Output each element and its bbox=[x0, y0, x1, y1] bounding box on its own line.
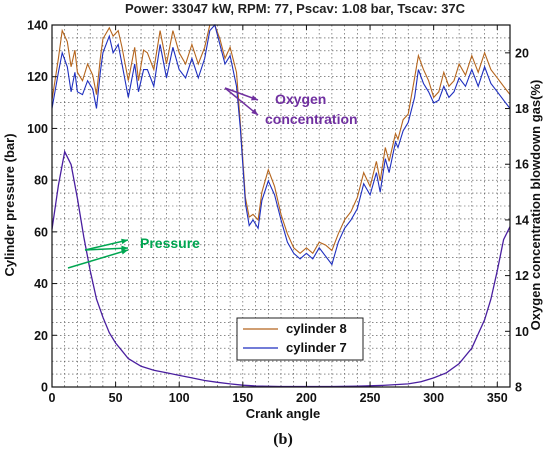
left-y-tick-labels: 0 20 40 60 80 100 120 140 bbox=[27, 19, 48, 395]
left-y-tick-label: 20 bbox=[34, 329, 48, 343]
x-tick-label: 100 bbox=[169, 391, 190, 405]
legend: cylinder 8 cylinder 7 bbox=[236, 317, 364, 361]
x-tick-label: 200 bbox=[296, 391, 317, 405]
x-axis-label: Crank angle bbox=[246, 406, 320, 421]
series-line-cylinder-8 bbox=[51, 24, 511, 255]
x-tick-label: 250 bbox=[360, 391, 381, 405]
series-lines bbox=[51, 23, 511, 388]
oxygen-arrow-lower bbox=[224, 87, 259, 116]
pressure-arrow-lower bbox=[84, 247, 129, 251]
pressure-arrow-low bbox=[67, 249, 129, 269]
axes bbox=[51, 24, 511, 388]
right-y-tick-label: 14 bbox=[515, 213, 529, 227]
left-y-tick-label: 80 bbox=[34, 174, 48, 188]
legend-label-cylinder-8: cylinder 8 bbox=[286, 321, 347, 336]
left-y-tick-label: 140 bbox=[27, 19, 48, 33]
left-y-tick-label: 100 bbox=[27, 122, 48, 136]
left-y-tick-label: 120 bbox=[27, 70, 48, 84]
chart-title: Power: 33047 kW, RPM: 77, Pscav: 1.08 ba… bbox=[125, 1, 466, 16]
left-y-tick-label: 0 bbox=[41, 381, 48, 395]
oxygen-arrow-upper-head bbox=[251, 95, 258, 101]
pressure-arrow-upper-head bbox=[121, 238, 128, 245]
right-y-tick-label: 10 bbox=[515, 325, 529, 339]
right-y-tick-label: 18 bbox=[515, 102, 529, 116]
annotation-arrows bbox=[67, 87, 259, 269]
oxygen-annotation-line1: Oxygen bbox=[275, 91, 326, 107]
x-tick-label: 50 bbox=[109, 391, 123, 405]
left-y-tick-label: 60 bbox=[34, 225, 48, 239]
x-tick-labels: 0 50 100 150 200 250 300 350 bbox=[49, 391, 508, 405]
series-line-cylinder-7 bbox=[51, 23, 511, 266]
pressure-arrow-upper bbox=[84, 239, 129, 251]
right-y-tick-label: 8 bbox=[515, 381, 522, 395]
axes-frame bbox=[51, 24, 511, 388]
figure-sublabel: (b) bbox=[273, 431, 293, 448]
right-y-tick-labels: 8 10 12 14 16 18 20 bbox=[515, 46, 529, 394]
x-tick-label: 0 bbox=[49, 391, 56, 405]
x-tick-label: 350 bbox=[487, 391, 508, 405]
pressure-arrow-low-head bbox=[121, 249, 128, 255]
left-y-axis-label: Cylinder pressure (bar) bbox=[2, 133, 17, 276]
pressure-annotation: Pressure bbox=[140, 235, 200, 251]
right-y-tick-label: 16 bbox=[515, 158, 529, 172]
legend-label-cylinder-7: cylinder 7 bbox=[286, 340, 347, 355]
pressure-line bbox=[51, 149, 511, 388]
left-y-tick-label: 40 bbox=[34, 277, 48, 291]
oxygen-annotation-line2: concentration bbox=[265, 111, 358, 127]
x-tick-label: 300 bbox=[423, 391, 444, 405]
right-y-tick-label: 20 bbox=[515, 46, 529, 60]
annotations: Oxygen concentration Pressure bbox=[67, 87, 358, 269]
oxygen-arrow-lower-head bbox=[251, 108, 258, 115]
x-tick-label: 150 bbox=[232, 391, 253, 405]
right-y-tick-label: 12 bbox=[515, 269, 529, 283]
right-y-axis-label: Oxygen concentration blowdown gas(%) bbox=[528, 80, 543, 331]
legend-box bbox=[236, 317, 364, 361]
grid bbox=[52, 25, 510, 387]
